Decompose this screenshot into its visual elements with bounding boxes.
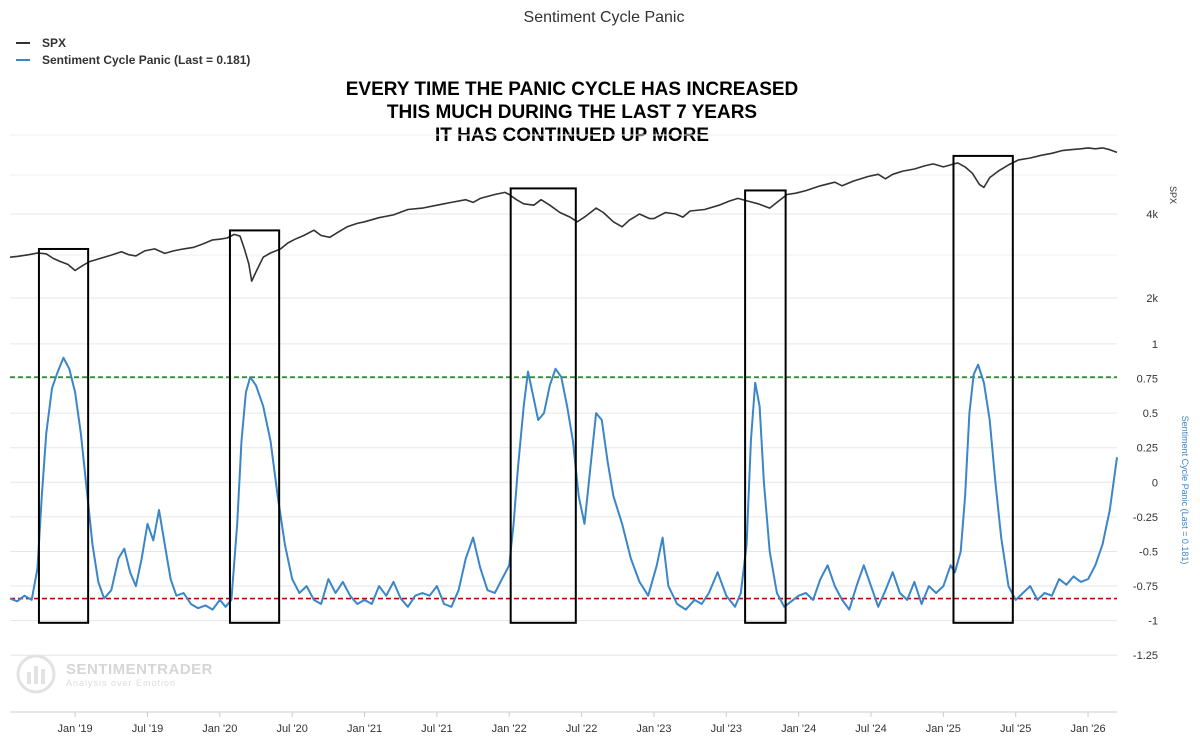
x-tick-label: Jan '21 bbox=[347, 723, 382, 735]
x-tick-label: Jan '26 bbox=[1070, 723, 1105, 735]
watermark-tagline: Analysis over Emotion bbox=[66, 678, 176, 688]
reference-lines bbox=[10, 376, 1117, 600]
spx-line bbox=[9, 147, 1118, 282]
x-axis: Jan '19 Jul '19 Jan '20 Jul '20 Jan '21 Jul '… bbox=[10, 711, 1117, 735]
x-tick-label: Jul '20 bbox=[276, 723, 307, 735]
y-axis: 2k 4k 1 0.75 0.5 0.25 0 -0.25 -0.5 -0.75 -1 -1.25 bbox=[1133, 209, 1159, 662]
annotation-line-1: EVERY TIME THE PANIC CYCLE HAS INCREASED bbox=[346, 79, 799, 100]
series-layer bbox=[9, 147, 1118, 611]
chart-title: Sentiment Cycle Panic bbox=[524, 9, 685, 26]
x-tick-label: Jul '23 bbox=[711, 723, 742, 735]
highlight-box bbox=[37, 247, 90, 624]
watermark-name: SENTIMENTRADER bbox=[66, 661, 213, 678]
panic-tick-label: -0.25 bbox=[1133, 512, 1158, 524]
x-tick-label: Jan '25 bbox=[926, 723, 961, 735]
panic-tick-label: 0.5 bbox=[1143, 408, 1158, 420]
highlight-box bbox=[744, 189, 787, 624]
watermark-bar-2 bbox=[34, 666, 38, 684]
watermark-bar-1 bbox=[27, 672, 31, 684]
legend: SPX Sentiment Cycle Panic (Last = 0.181) bbox=[16, 36, 250, 67]
panic-tick-label: 1 bbox=[1152, 339, 1158, 351]
watermark-logo-icon bbox=[16, 654, 56, 694]
annotation: EVERY TIME THE PANIC CYCLE HAS INCREASED… bbox=[346, 79, 799, 146]
highlight-box bbox=[509, 187, 577, 624]
x-tick-label: Jan '23 bbox=[636, 723, 671, 735]
highlight-box bbox=[952, 154, 1014, 624]
x-tick-label: Jul '25 bbox=[1000, 723, 1031, 735]
panic-tick-label: -0.75 bbox=[1133, 581, 1158, 593]
panic-tick-label: -1 bbox=[1148, 616, 1158, 628]
panic-line bbox=[9, 356, 1118, 611]
highlight-box bbox=[228, 229, 281, 624]
annotation-line-2: THIS MUCH DURING THE LAST 7 YEARS bbox=[387, 102, 757, 123]
x-tick-label: Jan '24 bbox=[781, 723, 816, 735]
gridlines bbox=[10, 134, 1117, 656]
spx-axis-title: SPX bbox=[1168, 186, 1178, 204]
panic-axis-title: Sentiment Cycle Panic (Last = 0.181) bbox=[1180, 416, 1190, 565]
panic-tick-label: -0.5 bbox=[1139, 546, 1158, 558]
panic-tick-label: -1.25 bbox=[1133, 650, 1158, 662]
x-tick-label: Jul '21 bbox=[421, 723, 452, 735]
panic-tick-label: 0.25 bbox=[1137, 443, 1158, 455]
x-tick-label: Jul '19 bbox=[132, 723, 163, 735]
legend-panic[interactable]: Sentiment Cycle Panic (Last = 0.181) bbox=[42, 53, 250, 67]
watermark: SENTIMENTRADER Analysis over Emotion bbox=[16, 654, 213, 694]
x-tick-label: Jan '20 bbox=[202, 723, 237, 735]
panic-tick-label: 0.75 bbox=[1137, 374, 1158, 386]
legend-spx[interactable]: SPX bbox=[42, 36, 66, 50]
watermark-bar-3 bbox=[41, 669, 45, 684]
x-tick-label: Jan '19 bbox=[58, 723, 93, 735]
spx-tick-label: 4k bbox=[1146, 209, 1158, 221]
panic-tick-label: 0 bbox=[1152, 477, 1158, 489]
highlight-boxes bbox=[37, 154, 1014, 624]
x-tick-label: Jul '24 bbox=[855, 723, 886, 735]
x-tick-label: Jul '22 bbox=[566, 723, 597, 735]
x-tick-label: Jan '22 bbox=[492, 723, 527, 735]
spx-tick-label: 2k bbox=[1146, 293, 1158, 305]
